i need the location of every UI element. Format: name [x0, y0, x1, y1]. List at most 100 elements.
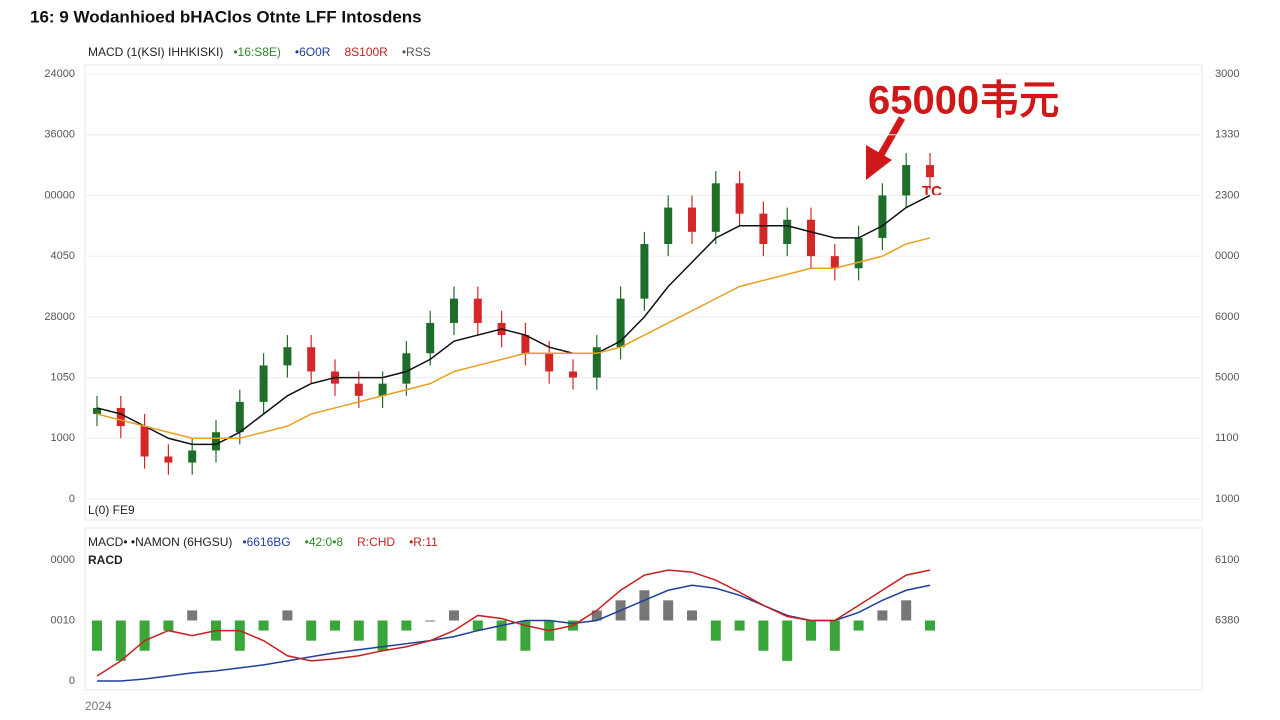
histogram-bar [449, 610, 459, 621]
histogram-bar [353, 620, 364, 641]
legend-title: MACD (1(KSI) IHHKISKI) [88, 45, 223, 59]
histogram-bar [639, 590, 650, 621]
annotation-arrowhead [866, 145, 892, 180]
tick-label: 6380 [1215, 614, 1239, 626]
line [96, 569, 931, 677]
histogram-bar [92, 620, 102, 651]
tick-label: 1100 [1215, 432, 1239, 444]
tick-label: 1330 [1215, 129, 1239, 141]
histogram-bar [877, 610, 888, 621]
tick-label: 1000 [1215, 493, 1239, 505]
histogram-bar [853, 620, 864, 631]
chart-title: 16: 9 Wodanhioed bHAClos Otnte LFF Intos… [30, 7, 422, 26]
tick-label: 36000 [44, 129, 75, 141]
histogram-bar [758, 620, 769, 651]
tick-label: 1000 [51, 432, 75, 444]
histogram-bar [377, 620, 388, 651]
line [96, 194, 931, 446]
histogram-bar [520, 620, 531, 651]
histogram-bar [139, 620, 150, 651]
candle-body [93, 407, 101, 414]
histogram-bar [925, 620, 935, 631]
candle-body [878, 195, 887, 238]
candle-body [164, 456, 173, 463]
price-pane [84, 64, 1203, 521]
histogram-bar [663, 600, 674, 621]
histogram-bar [258, 620, 269, 631]
candle-body [640, 244, 649, 299]
candle-body [116, 407, 125, 427]
histogram-bar [591, 610, 602, 621]
histogram-bar [187, 610, 198, 621]
candle-body [426, 322, 435, 354]
candle-body [450, 298, 458, 323]
tick-label: 28000 [44, 311, 75, 323]
tick-label: 6100 [1215, 554, 1239, 566]
line [97, 584, 931, 682]
candle-body [188, 450, 197, 463]
histogram-bar [163, 620, 174, 631]
line [96, 237, 931, 440]
candle-body [759, 213, 768, 244]
histogram-bar [472, 620, 483, 631]
histogram-bar [496, 620, 507, 641]
macd-pane [84, 527, 1203, 691]
candle-body [688, 207, 696, 232]
tick-label: 6000 [1215, 311, 1239, 323]
candle-body [735, 183, 744, 214]
histogram-bar [782, 620, 793, 661]
histogram-bar [829, 620, 840, 651]
tick-label: 0010 [51, 614, 75, 626]
candle-body [830, 256, 839, 269]
legend-entry: •R:11 [409, 535, 438, 549]
candle-body [140, 426, 149, 457]
legend-entry: •6O0R [295, 45, 331, 59]
candle-body [664, 207, 673, 244]
candle-body [569, 371, 577, 378]
candle-body [616, 298, 625, 348]
legend-entry: •16:S8E) [233, 45, 281, 59]
candle-body [402, 353, 411, 384]
histogram-bar [710, 620, 721, 641]
candle-body [545, 353, 554, 372]
annotation-arrow [874, 116, 906, 162]
candle-body [307, 347, 316, 372]
tick-label: 5000 [1215, 371, 1239, 383]
candle-body [592, 347, 601, 378]
tick-label: 4050 [51, 250, 75, 262]
candle-body [212, 432, 220, 451]
annotation: 65000韦元 [868, 79, 1059, 123]
tick-label: 0 [69, 493, 75, 505]
legend-entry: •RSS [402, 45, 431, 59]
subtitle: RACD [88, 553, 123, 567]
tick-label: 1050 [51, 371, 75, 383]
legend-entry: •42:0•8 [305, 535, 344, 549]
histogram-bar [401, 620, 412, 631]
histogram-bar [901, 600, 912, 621]
histogram-bar [687, 610, 697, 621]
tick-label: 0 [69, 675, 75, 687]
candle-body [854, 237, 863, 269]
tick-label: 0000 [1215, 250, 1239, 262]
pane-label: L(0) FE9 [88, 503, 135, 517]
candle-body [354, 383, 363, 396]
tick-label: 3000 [1215, 68, 1239, 80]
legend-entry: •6616BG [242, 535, 290, 549]
legend-entry: 8S100R [344, 45, 388, 59]
candle-body [473, 298, 482, 323]
candle-body [711, 183, 720, 232]
histogram-bar [234, 620, 245, 651]
histogram-bar [330, 620, 340, 631]
candle-body [902, 165, 911, 196]
tick-label: 24000 [44, 68, 75, 80]
histogram-bar [806, 620, 816, 641]
tick-label: 00000 [44, 189, 75, 201]
tick-label: 2300 [1215, 189, 1239, 201]
candle-body [926, 165, 934, 178]
candle-body [807, 219, 815, 257]
candle-body [235, 401, 244, 433]
candle-body [283, 347, 292, 366]
legend-title: MACD• •NAMON (6HGSU) [88, 535, 232, 549]
histogram-bar [282, 610, 293, 621]
